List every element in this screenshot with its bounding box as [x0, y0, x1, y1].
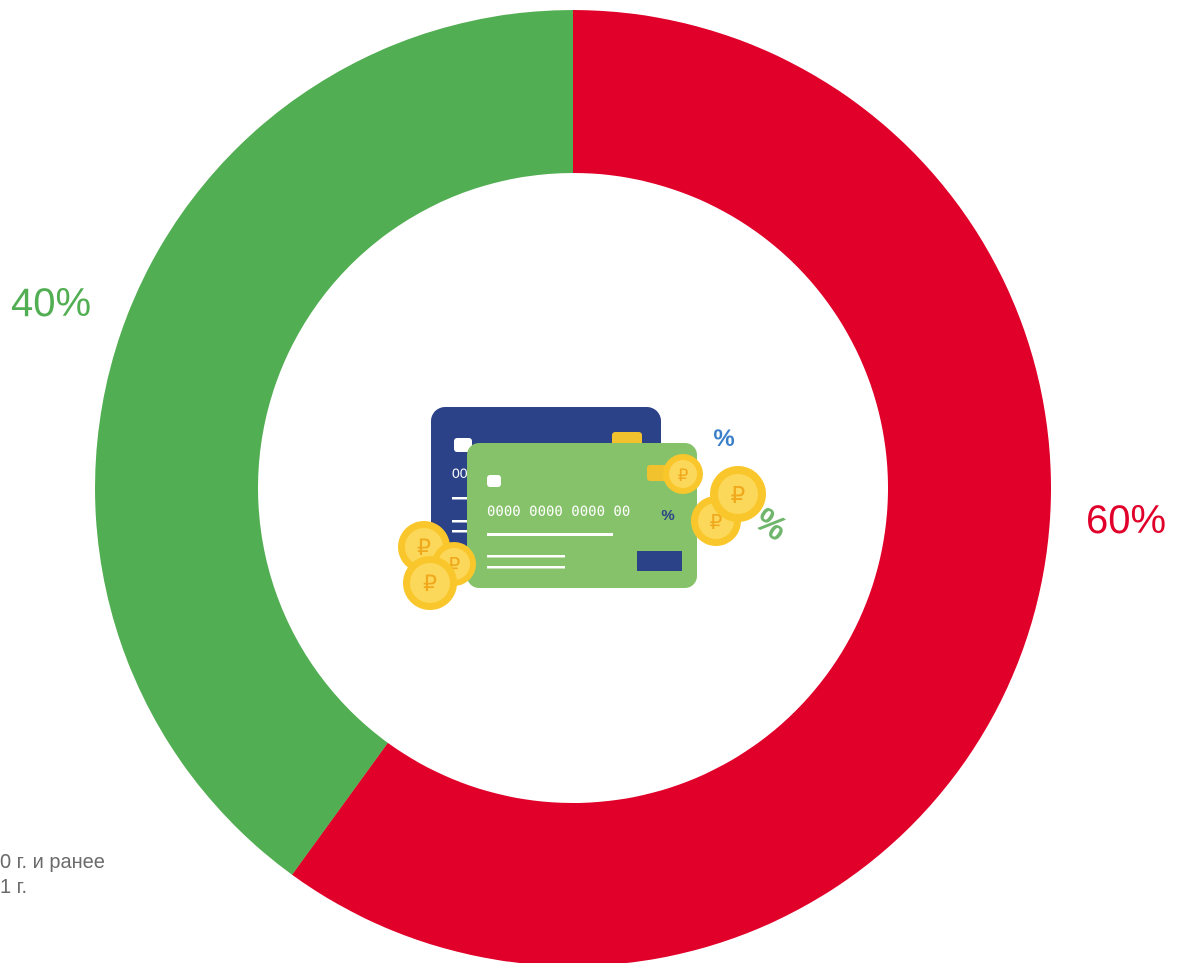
card-back-emv [454, 438, 472, 452]
percent-icon: % [713, 425, 734, 452]
svg-text:₽: ₽ [417, 536, 431, 561]
card-front-number: 0000 0000 0000 00 [487, 504, 630, 520]
coin-stack-left: ₽ ₽ ₽ [398, 521, 476, 610]
card-back-line [452, 530, 470, 533]
card-front-stripe [637, 551, 682, 571]
legend-entry-current: 1 г. [0, 876, 28, 898]
card-back-line [452, 520, 470, 523]
card-back-line [452, 497, 470, 500]
credit-cards-coins-icon: 00 0000 0000 0000 00 ₽ ₽ ₽ ₽ ₽ ₽ [398, 407, 794, 610]
card-front-emv [487, 475, 501, 487]
donut-slice-60 [292, 10, 1051, 963]
slice-label-60: 60% [1086, 498, 1167, 542]
svg-text:₽: ₽ [731, 483, 746, 509]
card-front-line [487, 566, 565, 569]
donut-slice-40 [94, 10, 573, 875]
slice-label-40: 40% [11, 281, 92, 325]
card-back-number: 00 [452, 465, 468, 481]
percent-icon: % [661, 507, 674, 524]
donut-slices [94, 10, 1051, 963]
svg-text:₽: ₽ [710, 510, 723, 534]
svg-text:₽: ₽ [423, 572, 437, 597]
card-front-line [487, 555, 565, 558]
svg-text:₽: ₽ [678, 466, 689, 486]
coin-stack-right: ₽ ₽ ₽ [663, 454, 766, 546]
legend-entry-earlier: 0 г. и ранее [0, 851, 105, 873]
card-front-line [487, 533, 613, 536]
